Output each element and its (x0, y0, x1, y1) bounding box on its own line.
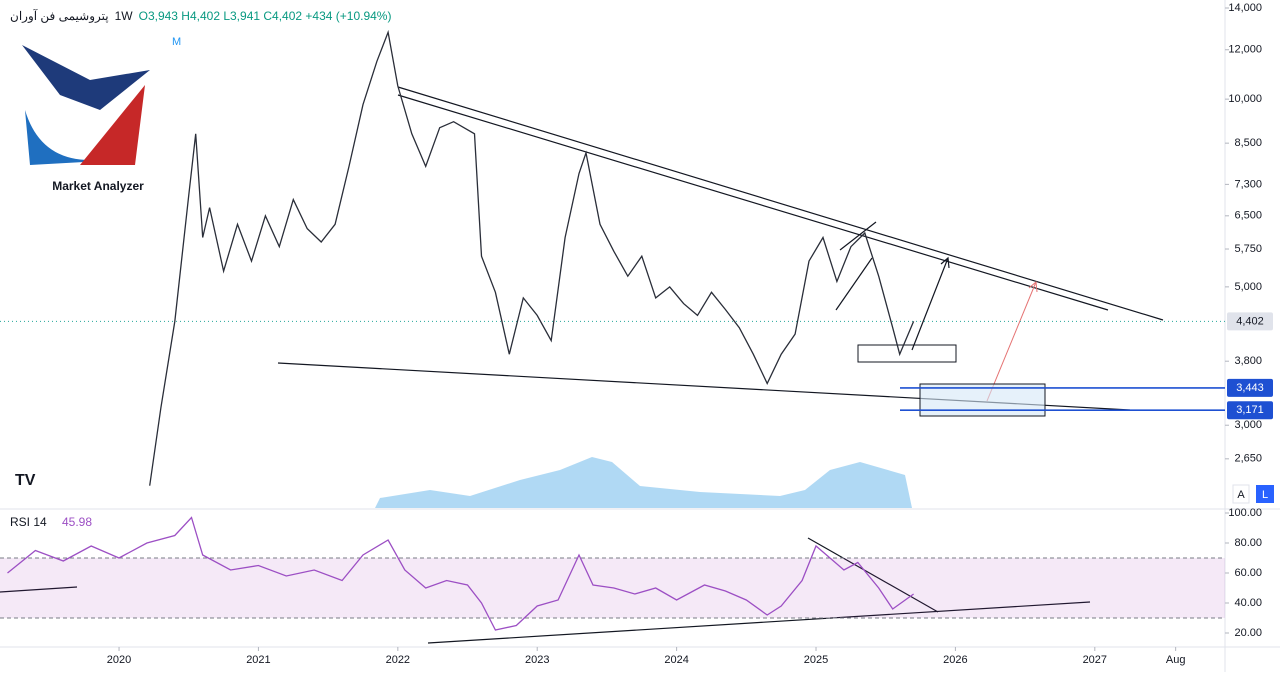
y-tick-label: 7,300 (1234, 178, 1262, 190)
trendline (397, 94, 1109, 311)
price-line-series (149, 29, 915, 486)
y-tick-label: 40.00 (1234, 597, 1262, 609)
y-tick-label: 60.00 (1234, 567, 1262, 579)
rsi-trendline (807, 537, 939, 613)
y-tick-label: 10,000 (1228, 93, 1262, 105)
price-tag-label: 4,402 (1236, 315, 1264, 327)
scale-button[interactable] (1256, 485, 1274, 503)
arrow (911, 257, 949, 351)
y-tick-label: 3,000 (1234, 419, 1262, 431)
legend-header: پتروشیمی فن آوران 1W O3,943 H4,402 L3,941 … (10, 9, 397, 23)
scale-button-label[interactable]: L (1262, 489, 1268, 501)
scale-button[interactable] (1232, 484, 1250, 504)
x-tick-label: 2023 (525, 654, 549, 666)
badge: M (172, 36, 181, 48)
y-tick-label: 2,650 (1234, 453, 1262, 465)
y-tick-label: 14,000 (1228, 2, 1262, 14)
trendline (397, 86, 1164, 321)
arrow-head (1028, 280, 1038, 293)
arrow-head (940, 256, 950, 269)
y-tick-label: 20.00 (1234, 627, 1262, 639)
trendline (835, 257, 873, 311)
price-tag-label: 3,443 (1236, 382, 1264, 394)
ohlc: O3,943 H4,402 L3,941 C4,402 +434 (+10.94… (138, 9, 392, 23)
tv-logo: TV (15, 472, 36, 489)
logo-stripe (80, 85, 145, 165)
x-tick-label: 2021 (246, 654, 270, 666)
rsi-title: RSI 14 (10, 515, 47, 529)
symbol: پتروشیمی فن آوران (10, 9, 109, 23)
y-tick-label: 5,000 (1234, 281, 1262, 293)
x-tick-label: 2027 (1083, 654, 1107, 666)
trendline (839, 221, 877, 251)
x-tick-label: 2022 (386, 654, 410, 666)
price-tag (1227, 312, 1273, 331)
arrow (986, 281, 1037, 402)
price-tag (1227, 401, 1273, 420)
y-tick-label: 5,750 (1234, 243, 1262, 255)
y-tick-label: 100.00 (1228, 507, 1262, 519)
y-tick-label: 8,500 (1234, 137, 1262, 149)
y-tick-label: 12,000 (1228, 44, 1262, 56)
logo-wing (22, 45, 150, 110)
x-tick-label: Aug (1166, 654, 1186, 666)
logo-text: Market Analyzer (52, 179, 144, 193)
interval: 1W (114, 9, 133, 23)
x-tick-label: 2024 (664, 654, 688, 666)
scale-button-label[interactable]: A (1237, 489, 1245, 501)
x-tick-label: 2025 (804, 654, 828, 666)
x-tick-label: 2020 (107, 654, 131, 666)
rsi-trendline (427, 601, 1091, 644)
y-tick-label: 80.00 (1234, 537, 1262, 549)
zone-box (857, 344, 957, 363)
zone-box (919, 383, 1046, 417)
volume-area (375, 457, 912, 508)
price-tag (1227, 378, 1273, 397)
logo: Market Analyzer (22, 45, 150, 193)
rsi-value: 45.98 (62, 515, 92, 529)
rsi-trendline (0, 586, 78, 593)
y-tick-label: 6,500 (1234, 210, 1262, 222)
y-tick-label: 3,800 (1234, 355, 1262, 367)
x-tick-label: 2026 (943, 654, 967, 666)
rsi-line (7, 516, 914, 631)
price-tag-label: 3,171 (1236, 404, 1264, 416)
